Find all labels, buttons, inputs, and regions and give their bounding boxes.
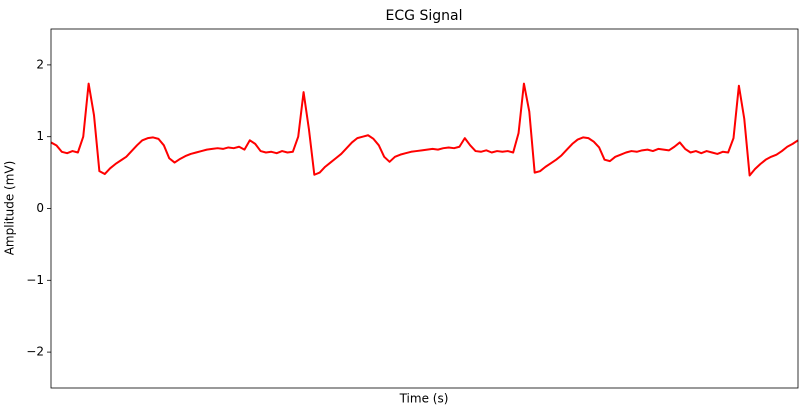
chart-title: ECG Signal	[386, 8, 463, 24]
y-tick-label: 1	[36, 129, 44, 143]
y-tick-label: −2	[26, 345, 44, 359]
y-tick-label: 0	[36, 201, 44, 215]
y-tick-label: 2	[36, 57, 44, 71]
plot-frame	[50, 28, 799, 389]
x-axis-label: Time (s)	[399, 392, 449, 406]
y-tick-label: −1	[26, 273, 44, 287]
ecg-line	[50, 82, 799, 177]
y-axis-label: Amplitude (mV)	[3, 161, 17, 256]
